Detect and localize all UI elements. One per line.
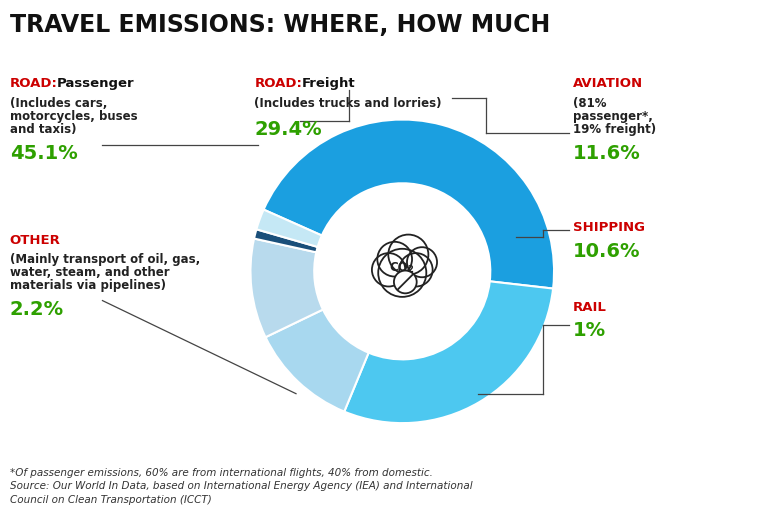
Text: Passenger: Passenger (57, 77, 134, 90)
Text: 11.6%: 11.6% (573, 144, 641, 163)
Circle shape (389, 235, 428, 275)
Text: motorcycles, buses: motorcycles, buses (10, 110, 137, 123)
Text: AVIATION: AVIATION (573, 77, 643, 90)
Circle shape (377, 242, 412, 277)
Text: 10.6%: 10.6% (573, 242, 641, 261)
Wedge shape (257, 210, 322, 247)
Text: Source: Our World In Data, based on International Energy Agency (IEA) and Intern: Source: Our World In Data, based on Inte… (10, 481, 473, 492)
Text: passenger*,: passenger*, (573, 110, 653, 123)
Text: (Includes trucks and lorries): (Includes trucks and lorries) (254, 97, 442, 110)
Text: 1%: 1% (573, 321, 606, 340)
Text: Freight: Freight (301, 77, 355, 90)
Circle shape (399, 253, 433, 287)
Text: Council on Clean Transportation (ICCT): Council on Clean Transportation (ICCT) (10, 495, 212, 505)
Text: ROAD:: ROAD: (10, 77, 58, 90)
Circle shape (372, 253, 405, 287)
Text: (Mainly transport of oil, gas,: (Mainly transport of oil, gas, (10, 253, 200, 265)
Text: 29.4%: 29.4% (254, 120, 322, 139)
Text: (Includes cars,: (Includes cars, (10, 97, 107, 110)
Text: RAIL: RAIL (573, 301, 607, 313)
Text: 2: 2 (408, 265, 414, 274)
Text: CO: CO (390, 261, 408, 274)
Wedge shape (254, 229, 318, 252)
Text: ROAD:: ROAD: (254, 77, 302, 90)
Wedge shape (345, 281, 553, 423)
Text: *Of passenger emissions, 60% are from international flights, 40% from domestic.: *Of passenger emissions, 60% are from in… (10, 468, 433, 478)
Text: water, steam, and other: water, steam, and other (10, 266, 169, 279)
Wedge shape (263, 120, 554, 288)
Text: OTHER: OTHER (10, 234, 61, 247)
Wedge shape (266, 310, 369, 412)
Text: 19% freight): 19% freight) (573, 123, 657, 136)
Text: 2.2%: 2.2% (10, 300, 64, 319)
Wedge shape (250, 238, 323, 337)
Text: (81%: (81% (573, 97, 606, 110)
Circle shape (394, 271, 417, 293)
Text: SHIPPING: SHIPPING (573, 221, 645, 234)
Text: materials via pipelines): materials via pipelines) (10, 279, 166, 292)
Circle shape (407, 247, 437, 277)
Text: 45.1%: 45.1% (10, 144, 77, 163)
Circle shape (378, 249, 427, 297)
Text: and taxis): and taxis) (10, 123, 77, 136)
Text: TRAVEL EMISSIONS: WHERE, HOW MUCH: TRAVEL EMISSIONS: WHERE, HOW MUCH (10, 13, 550, 37)
Circle shape (357, 226, 448, 317)
